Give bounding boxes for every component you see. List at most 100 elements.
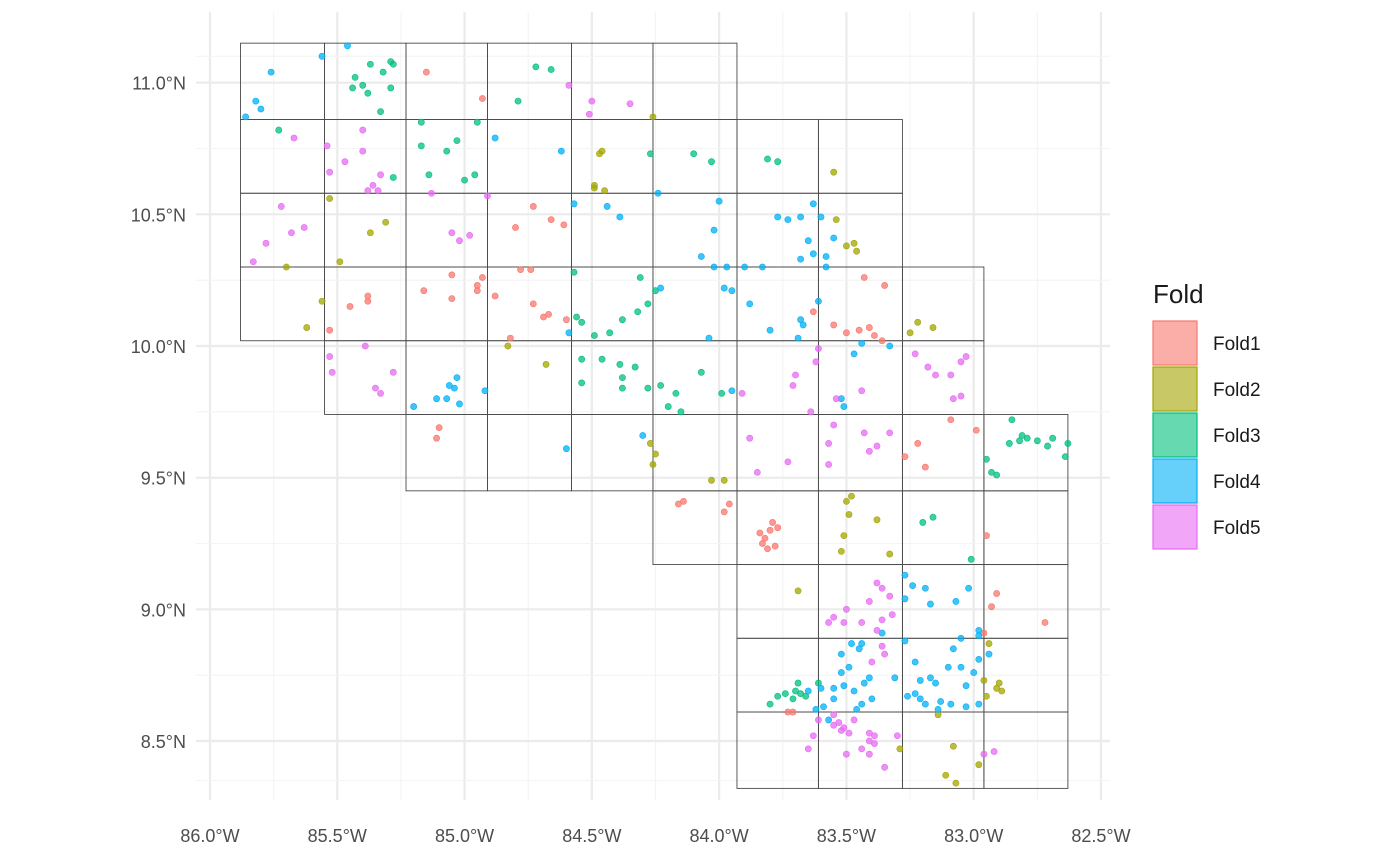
point-fold3 xyxy=(619,374,626,381)
point-fold3 xyxy=(677,408,685,416)
point-fold4 xyxy=(901,637,909,645)
legend-label-fold3: Fold3 xyxy=(1213,426,1261,447)
point-fold4 xyxy=(817,213,825,221)
point-fold2 xyxy=(850,239,858,247)
point-fold1 xyxy=(843,329,850,337)
point-fold3 xyxy=(993,471,1001,479)
grid-cell xyxy=(571,42,654,120)
point-fold3 xyxy=(417,118,425,126)
grid-cell xyxy=(240,119,326,194)
grid-cell xyxy=(571,414,654,492)
point-fold5 xyxy=(835,719,843,726)
grid-cells xyxy=(240,42,1069,789)
grid-cell xyxy=(405,42,488,120)
x-tick-label: 82.5°W xyxy=(1071,826,1130,846)
point-fold5 xyxy=(865,750,873,758)
point-fold3 xyxy=(578,379,586,387)
point-fold4 xyxy=(804,237,812,245)
point-fold3 xyxy=(514,97,522,105)
x-axis: 86.0°W 85.5°W 85.0°W 84.5°W 84.0°W 83.5°W 83.0… xyxy=(180,826,1130,846)
point-fold4 xyxy=(741,263,748,271)
point-fold4 xyxy=(957,663,965,671)
point-fold1 xyxy=(764,545,771,553)
point-fold4 xyxy=(784,216,792,223)
point-fold2 xyxy=(720,476,728,484)
point-fold5 xyxy=(830,613,838,621)
grid-cell xyxy=(736,119,819,194)
point-fold2 xyxy=(504,342,512,350)
y-tick-label: 10.5°N xyxy=(131,205,186,225)
point-fold5 xyxy=(300,224,308,231)
point-fold1 xyxy=(420,287,428,295)
point-fold1 xyxy=(506,334,514,342)
point-fold1 xyxy=(478,274,486,281)
grid-cell xyxy=(901,490,985,566)
point-fold4 xyxy=(944,663,952,671)
point-fold3 xyxy=(349,84,356,92)
point-fold2 xyxy=(794,587,802,595)
point-fold4 xyxy=(812,706,820,713)
legend-label-fold5: Fold5 xyxy=(1213,518,1261,539)
point-fold4 xyxy=(242,113,250,121)
grid-cell xyxy=(652,42,738,120)
point-fold4 xyxy=(456,400,463,408)
point-fold5 xyxy=(792,371,799,379)
legend-title: Fold xyxy=(1153,279,1204,309)
point-fold4 xyxy=(715,197,723,205)
point-fold2 xyxy=(906,329,914,337)
point-fold2 xyxy=(914,318,922,326)
point-fold1 xyxy=(809,308,817,316)
point-fold4 xyxy=(654,189,662,197)
point-fold4 xyxy=(904,692,911,700)
point-fold1 xyxy=(972,426,980,434)
point-fold2 xyxy=(942,771,950,779)
x-tick-label: 83.5°W xyxy=(817,826,876,846)
point-fold1 xyxy=(326,326,334,334)
point-fold1 xyxy=(422,68,430,76)
point-fold1 xyxy=(680,497,687,505)
point-fold5 xyxy=(804,745,812,753)
point-fold3 xyxy=(389,60,397,68)
point-fold3 xyxy=(764,155,771,163)
data-points xyxy=(242,42,1072,787)
point-fold3 xyxy=(570,268,578,276)
point-fold3 xyxy=(619,384,626,392)
point-fold5 xyxy=(326,353,334,360)
point-fold2 xyxy=(886,550,894,558)
point-fold5 xyxy=(377,389,384,397)
point-fold5 xyxy=(878,584,886,592)
point-fold5 xyxy=(911,350,919,358)
grid-cell xyxy=(817,119,903,194)
y-axis: 8.5°N 9.0°N 9.5°N 10.0°N 10.5°N 11.0°N xyxy=(131,74,186,752)
point-fold4 xyxy=(252,97,260,105)
grid-cell xyxy=(901,414,985,492)
point-fold5 xyxy=(888,611,896,618)
point-fold2 xyxy=(303,324,311,331)
point-fold2 xyxy=(848,492,855,500)
point-fold3 xyxy=(598,355,606,363)
y-tick-label: 11.0°N xyxy=(132,74,186,94)
grid-cell xyxy=(405,119,488,194)
point-fold1 xyxy=(473,287,481,295)
point-fold2 xyxy=(995,679,1003,687)
point-fold1 xyxy=(901,453,909,460)
point-fold4 xyxy=(970,669,978,676)
point-fold4 xyxy=(916,677,924,684)
point-fold5 xyxy=(990,748,998,755)
point-fold4 xyxy=(962,682,970,690)
point-fold4 xyxy=(728,287,736,295)
point-fold4 xyxy=(911,658,919,666)
point-fold4 xyxy=(766,326,774,334)
point-fold1 xyxy=(448,271,456,279)
point-fold3 xyxy=(644,384,652,392)
point-fold1 xyxy=(759,540,766,547)
point-fold5 xyxy=(830,711,838,719)
y-tick-label: 10.0°N xyxy=(131,337,186,357)
point-fold2 xyxy=(980,677,988,684)
point-fold5 xyxy=(262,239,270,247)
point-fold4 xyxy=(962,703,970,711)
point-fold5 xyxy=(850,716,858,724)
point-fold5 xyxy=(871,732,878,740)
point-fold5 xyxy=(288,229,295,237)
point-fold2 xyxy=(326,195,334,202)
